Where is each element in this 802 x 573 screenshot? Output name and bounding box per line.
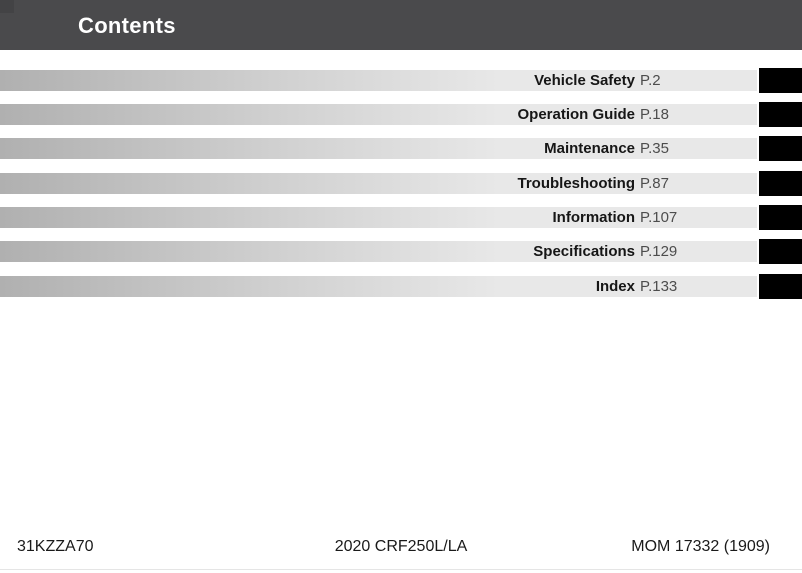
- header-corner-shade: [0, 0, 14, 13]
- contents-header-bar: Contents: [0, 0, 802, 50]
- toc-section-label: Vehicle Safety: [534, 72, 635, 89]
- toc-page-ref: P.133: [640, 278, 678, 295]
- toc-row-bar: [0, 70, 757, 91]
- toc-row-troubleshooting[interactable]: Troubleshooting P.87: [0, 171, 802, 196]
- toc-row-bar: [0, 173, 757, 194]
- toc-section-label: Index: [595, 278, 635, 295]
- toc-row-bar: [0, 104, 757, 125]
- toc-row-maintenance[interactable]: Maintenance P.35: [0, 136, 802, 161]
- toc-row-bar: [0, 138, 757, 159]
- toc-page-ref: P.107: [640, 209, 678, 226]
- section-thumb-tab: [759, 239, 802, 264]
- toc-row-bar: [0, 276, 757, 297]
- section-thumb-tab: [759, 102, 802, 127]
- section-thumb-tab: [759, 136, 802, 161]
- section-thumb-tab: [759, 274, 802, 299]
- toc-row-operation-guide[interactable]: Operation Guide P.18: [0, 102, 802, 127]
- toc-page-ref: P.18: [640, 106, 669, 123]
- toc-row-vehicle-safety[interactable]: Vehicle Safety P.2: [0, 68, 802, 93]
- section-thumb-tab: [759, 171, 802, 196]
- toc-section-label: Troubleshooting: [517, 175, 636, 192]
- toc-page-ref: P.35: [640, 140, 669, 157]
- toc-row-specifications[interactable]: Specifications P.129: [0, 239, 802, 264]
- footer-model-name: 2020 CRF250L/LA: [334, 538, 468, 555]
- toc-page-ref: P.2: [640, 72, 661, 89]
- toc-row-information[interactable]: Information P.107: [0, 205, 802, 230]
- page-title: Contents: [78, 13, 176, 38]
- toc-row-index[interactable]: Index P.133: [0, 274, 802, 299]
- section-thumb-tab: [759, 205, 802, 230]
- toc-page-ref: P.87: [640, 175, 669, 192]
- toc-section-label: Specifications: [533, 243, 635, 260]
- toc-page-ref: P.129: [640, 243, 678, 260]
- section-thumb-tab: [759, 68, 802, 93]
- toc-section-label: Maintenance: [544, 140, 635, 157]
- toc-section-label: Operation Guide: [517, 106, 635, 123]
- footer-document-code: MOM 17332 (1909): [631, 538, 770, 555]
- page-bottom-rule: [0, 569, 802, 570]
- toc-row-bar: [0, 241, 757, 262]
- toc-row-bar: [0, 207, 757, 228]
- toc-section-label: Information: [552, 209, 636, 226]
- footer-part-number: 31KZZA70: [17, 538, 94, 555]
